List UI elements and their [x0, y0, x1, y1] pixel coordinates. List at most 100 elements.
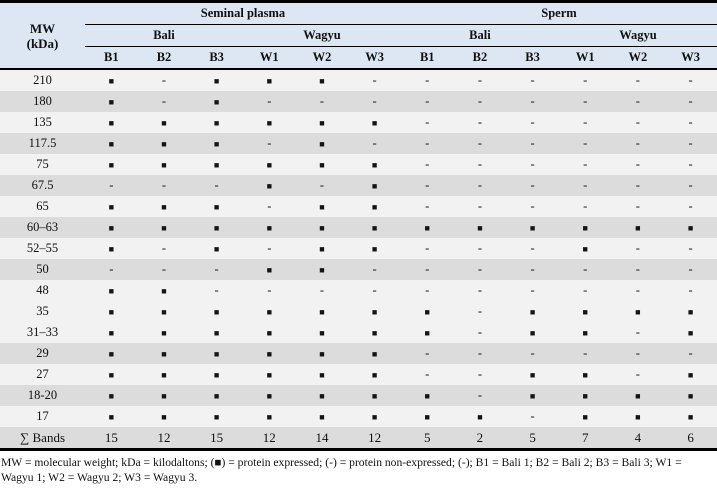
protein-not-expressed-cell: -	[664, 259, 717, 280]
mw-row-label: 65	[0, 196, 85, 217]
protein-expressed-cell: ■	[506, 322, 559, 343]
protein-not-expressed-cell: -	[558, 259, 612, 280]
protein-not-expressed-cell: -	[453, 322, 507, 343]
protein-expressed-cell: ■	[295, 406, 349, 427]
protein-not-expressed-cell: -	[664, 69, 717, 91]
protein-not-expressed-cell: -	[664, 343, 717, 364]
protein-expressed-cell: ■	[242, 175, 296, 196]
table-row: 17 ■ ■ ■ ■ ■ ■ ■ ■ - ■ ■ ■	[0, 406, 717, 427]
protein-not-expressed-cell: -	[137, 238, 191, 259]
protein-expressed-cell: ■	[85, 91, 138, 112]
sum-bands-value: 12	[242, 427, 296, 450]
table-row: 117.5 ■ ■ ■ - ■ - - - - - - -	[0, 133, 717, 154]
protein-not-expressed-cell: -	[242, 196, 296, 217]
protein-expressed-cell: ■	[295, 112, 349, 133]
protein-not-expressed-cell: -	[348, 133, 401, 154]
protein-expressed-cell: ■	[558, 217, 612, 238]
protein-expressed-cell: ■	[190, 112, 243, 133]
protein-expressed-cell: ■	[453, 406, 507, 427]
protein-expressed-cell: ■	[348, 385, 401, 406]
protein-expressed-cell: ■	[137, 322, 191, 343]
sum-bands-value: 12	[137, 427, 191, 450]
protein-expressed-cell: ■	[85, 343, 138, 364]
protein-expressed-cell: ■	[190, 364, 243, 385]
protein-not-expressed-cell: -	[137, 91, 191, 112]
sum-bands-value: 12	[348, 427, 401, 450]
protein-not-expressed-cell: -	[453, 91, 507, 112]
protein-expressed-cell: ■	[242, 69, 296, 91]
protein-not-expressed-cell: -	[506, 133, 559, 154]
protein-not-expressed-cell: -	[664, 238, 717, 259]
protein-not-expressed-cell: -	[348, 280, 401, 301]
protein-not-expressed-cell: -	[453, 301, 507, 322]
protein-expressed-cell: ■	[348, 112, 401, 133]
protein-expressed-cell: ■	[558, 322, 612, 343]
protein-expressed-cell: ■	[242, 154, 296, 175]
mw-row-label: 31–33	[0, 322, 85, 343]
protein-expressed-cell: ■	[348, 217, 401, 238]
mw-row-label: 210	[0, 69, 85, 91]
protein-not-expressed-cell: -	[242, 133, 296, 154]
protein-expressed-cell: ■	[400, 301, 454, 322]
mw-row-label: 48	[0, 280, 85, 301]
protein-not-expressed-cell: -	[506, 259, 559, 280]
protein-expressed-cell: ■	[295, 238, 349, 259]
protein-not-expressed-cell: -	[190, 259, 243, 280]
protein-not-expressed-cell: -	[558, 112, 612, 133]
protein-not-expressed-cell: -	[506, 406, 559, 427]
protein-expressed-cell: ■	[506, 364, 559, 385]
protein-expressed-cell: ■	[190, 238, 243, 259]
mw-row-label: 75	[0, 154, 85, 175]
protein-expressed-cell: ■	[295, 259, 349, 280]
protein-not-expressed-cell: -	[85, 175, 138, 196]
protein-not-expressed-cell: -	[295, 91, 349, 112]
protein-expressed-cell: ■	[190, 196, 243, 217]
protein-expressed-cell: ■	[664, 301, 717, 322]
protein-not-expressed-cell: -	[558, 343, 612, 364]
protein-expressed-cell: ■	[137, 280, 191, 301]
protein-expressed-cell: ■	[242, 259, 296, 280]
protein-not-expressed-cell: -	[664, 112, 717, 133]
protein-not-expressed-cell: -	[558, 91, 612, 112]
protein-not-expressed-cell: -	[611, 175, 665, 196]
protein-expressed-cell: ■	[348, 343, 401, 364]
protein-not-expressed-cell: -	[664, 280, 717, 301]
group-header-seminal-plasma: Seminal plasma	[85, 1, 401, 25]
protein-not-expressed-cell: -	[664, 133, 717, 154]
protein-expressed-cell: ■	[242, 217, 296, 238]
table-body: 210 ■ - ■ ■ ■ - - - - - - -180 ■ - ■ - - - - - - - - -135 ■ ■ ■ ■ ■ ■ -…	[0, 69, 717, 450]
protein-not-expressed-cell: -	[506, 154, 559, 175]
protein-not-expressed-cell: -	[453, 238, 507, 259]
protein-expressed-cell: ■	[558, 364, 612, 385]
protein-not-expressed-cell: -	[242, 238, 296, 259]
sum-row-label: ∑ Bands	[0, 427, 85, 450]
protein-expressed-cell: ■	[85, 385, 138, 406]
mw-row-label: 117.5	[0, 133, 85, 154]
sum-bands-row: ∑ Bands 15 12 15 12 14 12 5 2 5 7 4 6	[0, 427, 717, 450]
protein-not-expressed-cell: -	[400, 259, 454, 280]
protein-not-expressed-cell: -	[664, 196, 717, 217]
protein-not-expressed-cell: -	[558, 154, 612, 175]
protein-expressed-cell: ■	[664, 406, 717, 427]
protein-expressed-cell: ■	[348, 301, 401, 322]
protein-expressed-cell: ■	[611, 385, 665, 406]
column-header-sperm-b3: B3	[506, 46, 559, 70]
subgroup-header-seminal-wagyu: Wagyu	[242, 24, 401, 47]
column-header-sp-w3: W3	[348, 46, 401, 70]
protein-expressed-cell: ■	[85, 217, 138, 238]
protein-expressed-cell: ■	[558, 301, 612, 322]
protein-not-expressed-cell: -	[190, 280, 243, 301]
protein-expressed-cell: ■	[190, 133, 243, 154]
protein-expressed-cell: ■	[400, 217, 454, 238]
protein-not-expressed-cell: -	[400, 364, 454, 385]
protein-expressed-cell: ■	[348, 364, 401, 385]
protein-expressed-cell: ■	[190, 301, 243, 322]
protein-not-expressed-cell: -	[453, 133, 507, 154]
mw-row-label: 52–55	[0, 238, 85, 259]
protein-expressed-cell: ■	[242, 406, 296, 427]
protein-not-expressed-cell: -	[611, 364, 665, 385]
protein-not-expressed-cell: -	[400, 112, 454, 133]
group-header-sperm: Sperm	[400, 1, 717, 25]
protein-expressed-cell: ■	[611, 217, 665, 238]
group-header-row: MW (kDa) Seminal plasma Sperm	[0, 1, 717, 70]
